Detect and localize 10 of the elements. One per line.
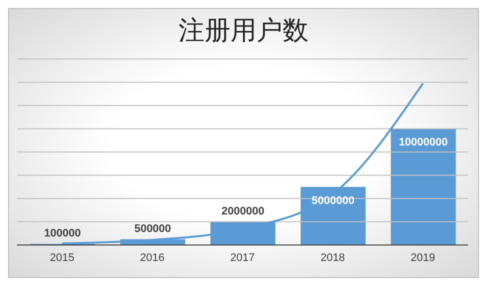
x-tick-label: 2018 (320, 252, 345, 264)
data-label: 10000000 (398, 136, 448, 149)
x-tick-label: 2015 (50, 252, 74, 264)
data-label: 500000 (134, 223, 172, 236)
x-tick-label: 2019 (410, 252, 436, 264)
chart-title: 注册用户数 (178, 15, 310, 48)
data-label: 100000 (44, 228, 81, 240)
x-tick-label: 2017 (230, 252, 255, 264)
x-tick-label: 2016 (140, 252, 165, 264)
data-label: 2000000 (221, 206, 264, 218)
